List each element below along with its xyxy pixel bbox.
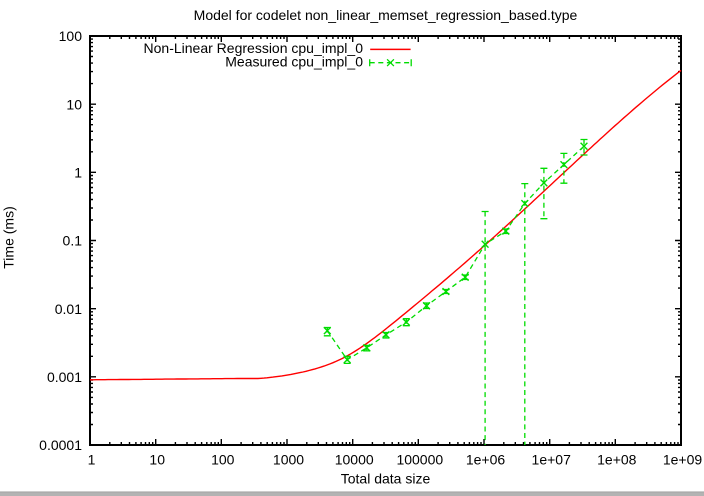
svg-text:10: 10	[66, 96, 82, 112]
svg-text:Measured cpu_impl_0: Measured cpu_impl_0	[225, 53, 363, 69]
svg-text:Time (ms): Time (ms)	[1, 206, 17, 268]
svg-text:0.01: 0.01	[55, 301, 82, 317]
svg-text:100: 100	[59, 28, 83, 44]
svg-text:1e+07: 1e+07	[532, 451, 572, 467]
svg-text:1000: 1000	[273, 451, 304, 467]
svg-text:Non-Linear Regression cpu_impl: Non-Linear Regression cpu_impl_0	[144, 40, 364, 56]
svg-text:10000: 10000	[335, 451, 374, 467]
svg-text:100: 100	[211, 451, 235, 467]
svg-text:10: 10	[149, 451, 165, 467]
svg-text:1e+09: 1e+09	[663, 451, 703, 467]
svg-text:Total data size: Total data size	[341, 471, 431, 487]
svg-text:0.1: 0.1	[63, 233, 83, 249]
svg-text:Model for codelet non_linear_m: Model for codelet non_linear_memset_regr…	[194, 7, 578, 23]
svg-text:0.0001: 0.0001	[39, 437, 82, 453]
svg-text:0.001: 0.001	[47, 369, 82, 385]
svg-text:1e+08: 1e+08	[597, 451, 637, 467]
svg-text:100000: 100000	[396, 451, 443, 467]
svg-text:1: 1	[88, 451, 96, 467]
svg-text:1e+06: 1e+06	[466, 451, 506, 467]
svg-text:1: 1	[74, 165, 82, 181]
